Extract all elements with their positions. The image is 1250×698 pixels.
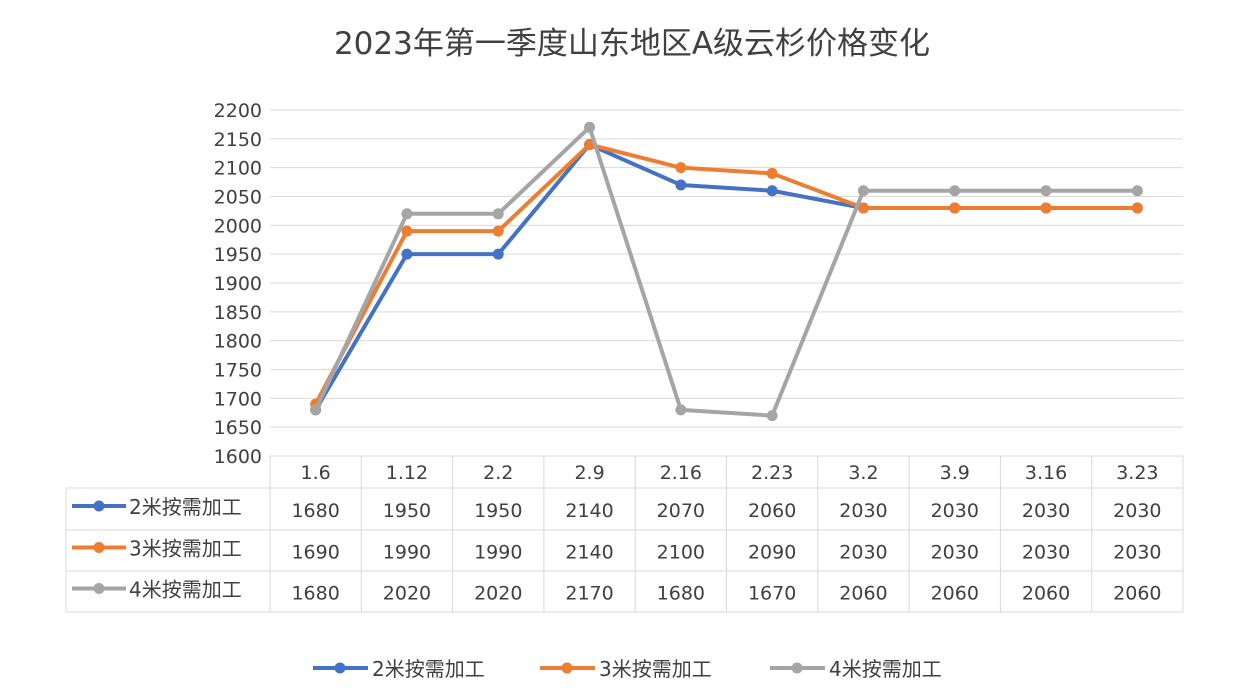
data-table-cell: 2030 — [839, 500, 887, 522]
data-table-cell: 2020 — [383, 583, 431, 605]
table-legend-marker — [93, 583, 105, 594]
data-table-cell: 2020 — [474, 583, 522, 605]
data-point — [1131, 185, 1143, 197]
data-point — [949, 185, 961, 197]
data-table-cell: 2070 — [657, 500, 705, 522]
x-tick-label: 3.2 — [848, 462, 878, 484]
data-table-cell: 1680 — [291, 583, 339, 605]
table-series-name: 3米按需加工 — [129, 537, 242, 561]
data-table-cell: 1990 — [474, 542, 522, 564]
data-table-cell: 1690 — [291, 542, 339, 564]
y-tick-label: 1750 — [214, 360, 262, 382]
data-table-cell: 1990 — [383, 542, 431, 564]
data-point — [401, 248, 413, 260]
data-point — [675, 404, 687, 416]
y-tick-label: 1900 — [214, 273, 262, 295]
data-table-cell: 2030 — [1113, 500, 1161, 522]
table-series-name: 4米按需加工 — [129, 578, 242, 602]
data-point — [401, 225, 413, 237]
data-point — [766, 185, 778, 197]
data-table-cell: 2030 — [1022, 542, 1070, 564]
series-line — [313, 125, 1138, 418]
data-table-cell: 2060 — [839, 583, 887, 605]
y-tick-label: 2100 — [214, 158, 262, 180]
y-tick-label: 2150 — [214, 129, 262, 151]
data-point — [492, 225, 504, 237]
data-table-cell: 2100 — [657, 542, 705, 564]
data-table-cell: 2140 — [565, 500, 613, 522]
series-line — [313, 142, 1138, 411]
data-point — [310, 404, 322, 416]
legend-marker — [334, 662, 346, 674]
data-point — [766, 167, 778, 179]
x-tick-label: 2.2 — [483, 462, 513, 484]
y-tick-label: 1800 — [214, 331, 262, 353]
data-point — [949, 202, 961, 214]
table-legend-marker — [93, 500, 105, 512]
legend-label: 4米按需加工 — [829, 657, 942, 681]
data-table-cell: 2030 — [931, 542, 979, 564]
y-tick-label: 1700 — [214, 388, 262, 410]
data-point — [492, 208, 504, 220]
data-table-cell: 2030 — [931, 500, 979, 522]
data-table-cell: 1950 — [383, 500, 431, 522]
x-tick-label: 3.23 — [1116, 462, 1158, 484]
legend-label: 3米按需加工 — [599, 657, 712, 681]
y-tick-label: 1850 — [214, 302, 262, 324]
data-table-cell: 1680 — [291, 500, 339, 522]
table-series-name: 2米按需加工 — [129, 495, 242, 519]
y-tick-label: 1950 — [214, 244, 262, 266]
data-table-cell: 2060 — [1022, 583, 1070, 605]
y-tick-label: 2050 — [214, 187, 262, 209]
data-table-cell: 2140 — [565, 542, 613, 564]
data-point — [1040, 185, 1052, 197]
data-table-cell: 2060 — [1113, 583, 1161, 605]
data-point — [766, 410, 778, 422]
data-point — [857, 185, 869, 197]
x-tick-label: 1.12 — [386, 462, 428, 484]
data-table-cell: 2060 — [931, 583, 979, 605]
x-tick-label: 1.6 — [301, 462, 331, 484]
legend-marker — [561, 662, 573, 674]
data-point — [1040, 202, 1052, 214]
data-table-cell: 2030 — [1113, 542, 1161, 564]
data-table-cell: 2060 — [748, 500, 796, 522]
data-table-cell: 2030 — [839, 542, 887, 564]
series-line — [313, 142, 1138, 406]
data-point — [857, 202, 869, 214]
data-point — [1131, 202, 1143, 214]
legend-marker — [791, 662, 803, 674]
data-table-cell: 1680 — [657, 583, 705, 605]
data-point — [492, 248, 504, 260]
chart-title: 2023年第一季度山东地区A级云杉价格变化 — [334, 26, 930, 62]
legend-label: 2米按需加工 — [372, 657, 485, 681]
data-table-cell: 2030 — [1022, 500, 1070, 522]
x-tick-label: 2.16 — [660, 462, 702, 484]
y-tick-label: 2000 — [214, 215, 262, 237]
y-tick-label: 2200 — [214, 100, 262, 122]
x-tick-label: 2.9 — [574, 462, 604, 484]
data-table-cell: 2090 — [748, 542, 796, 564]
x-tick-label: 2.23 — [751, 462, 793, 484]
y-tick-label: 1600 — [214, 446, 262, 468]
table-legend-marker — [93, 542, 105, 553]
data-table-cell: 2170 — [565, 583, 613, 605]
x-tick-label: 3.9 — [940, 462, 970, 484]
data-table-cell: 1670 — [748, 583, 796, 605]
data-point — [584, 121, 596, 133]
x-tick-label: 3.16 — [1025, 462, 1067, 484]
data-table-cell: 1950 — [474, 500, 522, 522]
data-point — [675, 162, 687, 174]
data-point — [675, 179, 687, 191]
y-tick-label: 1650 — [214, 417, 262, 439]
data-point — [401, 208, 413, 220]
